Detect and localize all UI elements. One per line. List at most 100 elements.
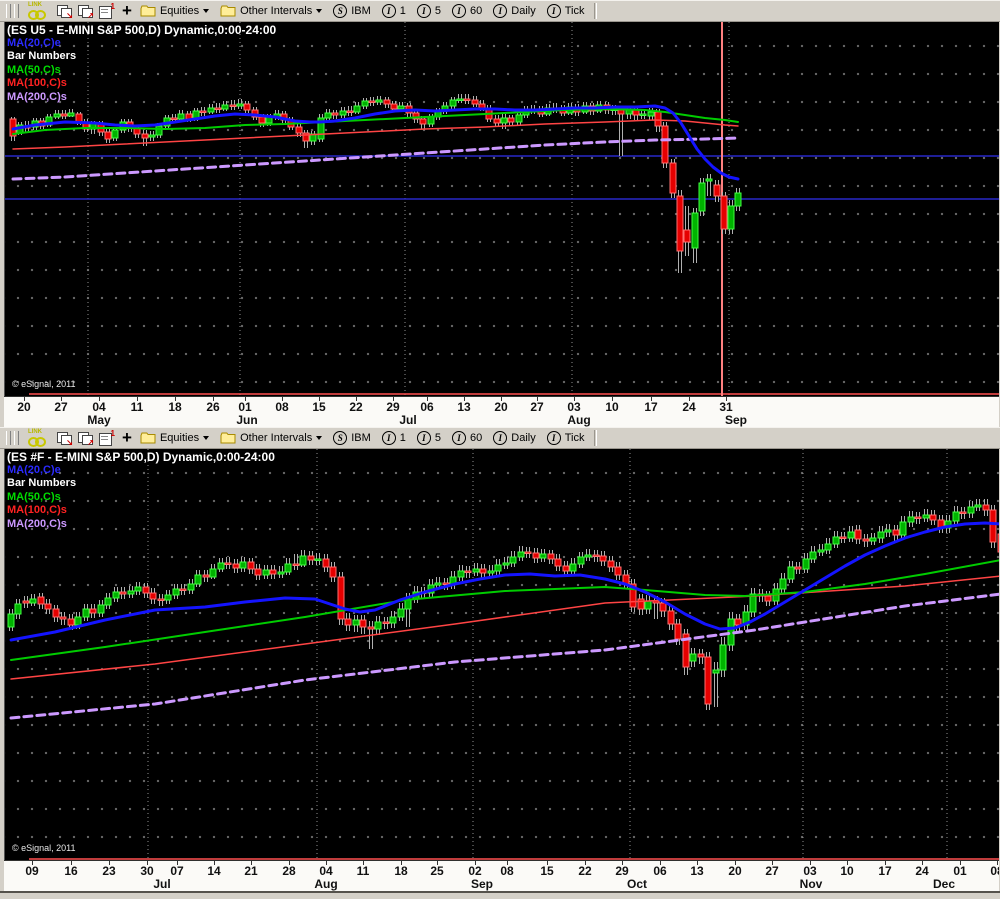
toolbar-bottom: LINK ↘ ↗ 1 + Equities Other Intervals S … bbox=[0, 427, 1000, 449]
axis-day-label: 17 bbox=[644, 400, 658, 414]
axis-day-label: 24 bbox=[915, 864, 929, 878]
candlestick bbox=[389, 611, 397, 628]
candlestick bbox=[368, 97, 376, 106]
properties-icon[interactable]: 1 bbox=[99, 2, 115, 19]
interval-5-button[interactable]: I 5 bbox=[416, 4, 441, 18]
axis-tick bbox=[475, 861, 476, 865]
axis-day-label: 03 bbox=[803, 864, 817, 878]
toolbar-grip[interactable] bbox=[6, 4, 11, 18]
copyright-label: © eSignal, 2011 bbox=[12, 379, 76, 389]
interval-daily-button[interactable]: I Daily bbox=[493, 4, 536, 18]
candlestick bbox=[7, 609, 15, 631]
candlestick bbox=[277, 566, 285, 578]
ma20-line[interactable] bbox=[11, 104, 740, 181]
candlestick bbox=[554, 554, 562, 571]
tile-windows-icon[interactable]: ↘ bbox=[57, 4, 73, 19]
axis-tick bbox=[612, 397, 613, 401]
candlestick bbox=[607, 556, 615, 572]
properties-icon[interactable]: 1 bbox=[99, 429, 115, 446]
other-intervals-dropdown[interactable]: Other Intervals bbox=[220, 432, 323, 444]
axis-tick bbox=[772, 861, 773, 865]
interval-tick-button[interactable]: I Tick bbox=[546, 4, 585, 18]
candlestick bbox=[254, 564, 262, 580]
interval-badge-icon: I bbox=[452, 431, 467, 445]
axis-day-label: 31 bbox=[719, 400, 733, 414]
axis-day-label: 23 bbox=[102, 864, 116, 878]
candlestick bbox=[89, 604, 97, 618]
candlestick bbox=[187, 579, 195, 594]
candlestick bbox=[922, 509, 930, 522]
axis-tick bbox=[319, 397, 320, 401]
price-chart-es-u5[interactable]: (ES U5 - E-MINI S&P 500,D) Dynamic,0:00-… bbox=[4, 22, 999, 396]
candlestick bbox=[862, 534, 870, 547]
axis-tick bbox=[214, 861, 215, 865]
other-intervals-dropdown[interactable]: Other Intervals bbox=[220, 5, 323, 17]
candlestick bbox=[892, 525, 900, 541]
tile-windows-icon[interactable]: ↘ bbox=[57, 431, 73, 446]
toolbar-grip[interactable] bbox=[6, 431, 11, 445]
candlestick bbox=[149, 588, 157, 604]
candlestick bbox=[284, 558, 292, 575]
symbol-label: IBM bbox=[351, 432, 371, 444]
interval-1-button[interactable]: I 1 bbox=[381, 4, 406, 18]
add-icon[interactable]: + bbox=[122, 428, 132, 447]
cascade-windows-icon[interactable]: ↗ bbox=[78, 4, 94, 19]
candlestick bbox=[614, 562, 622, 580]
ma100-line[interactable] bbox=[10, 575, 999, 680]
candlestick bbox=[824, 538, 832, 554]
candlestick bbox=[967, 501, 975, 518]
link-icon[interactable]: LINK bbox=[27, 429, 49, 447]
other-intervals-label: Other Intervals bbox=[240, 432, 313, 444]
candlestick bbox=[44, 599, 52, 614]
chart-canvas[interactable] bbox=[5, 449, 999, 860]
candlestick bbox=[719, 637, 727, 677]
ma200-line[interactable] bbox=[11, 136, 740, 181]
link-icon[interactable]: LINK bbox=[27, 2, 49, 20]
equities-dropdown[interactable]: Equities bbox=[140, 432, 210, 444]
ma100-line[interactable] bbox=[12, 119, 739, 150]
candlestick bbox=[661, 122, 669, 168]
axis-day-label: 15 bbox=[540, 864, 554, 878]
candlestick bbox=[691, 208, 699, 263]
ma50-line[interactable] bbox=[10, 559, 999, 661]
equities-dropdown[interactable]: Equities bbox=[140, 5, 210, 17]
interval-badge-icon: I bbox=[493, 431, 508, 445]
chevron-down-icon bbox=[316, 436, 323, 440]
chart-canvas[interactable] bbox=[5, 22, 999, 396]
candlestick bbox=[817, 544, 825, 556]
toolbar-grip[interactable] bbox=[14, 4, 19, 18]
interval-5-button[interactable]: I 5 bbox=[416, 431, 441, 445]
price-chart-es-f[interactable]: (ES #F - E-MINI S&P 500,D) Dynamic,0:00-… bbox=[4, 449, 999, 860]
candlestick bbox=[199, 107, 207, 116]
interval-60-button[interactable]: I 60 bbox=[452, 4, 482, 18]
interval-60-button[interactable]: I 60 bbox=[452, 431, 482, 445]
toolbar-grip[interactable] bbox=[14, 431, 19, 445]
symbol-button[interactable]: S IBM bbox=[333, 431, 371, 445]
candlestick bbox=[509, 551, 517, 567]
axis-day-label: 02 bbox=[468, 864, 482, 878]
candlestick bbox=[562, 561, 570, 576]
toolbar-top: LINK ↘ ↗ 1 + Equities Other Intervals S … bbox=[0, 0, 1000, 22]
axis-month-label: Nov bbox=[799, 877, 823, 891]
candlestick bbox=[749, 588, 757, 617]
candlestick bbox=[383, 97, 391, 108]
interval-1-button[interactable]: I 1 bbox=[381, 431, 406, 445]
add-icon[interactable]: + bbox=[122, 1, 132, 20]
candlestick bbox=[479, 564, 487, 578]
time-axis: 20 27 04 11 18 26 01 08 15 22 29 06 13 20 27 03 10 17 24 31… bbox=[4, 396, 999, 427]
symbol-button[interactable]: S IBM bbox=[333, 4, 371, 18]
axis-day-label: 06 bbox=[653, 864, 667, 878]
candlestick bbox=[667, 606, 675, 630]
axis-tick bbox=[735, 861, 736, 865]
interval-tick-button[interactable]: I Tick bbox=[546, 431, 585, 445]
candlestick bbox=[507, 115, 515, 126]
axis-day-label: 22 bbox=[349, 400, 363, 414]
axis-day-label: 26 bbox=[206, 400, 220, 414]
cascade-windows-icon[interactable]: ↗ bbox=[78, 431, 94, 446]
ma20-line[interactable] bbox=[9, 521, 999, 642]
legend-item: MA(50,C)s bbox=[7, 490, 61, 503]
axis-tick bbox=[547, 861, 548, 865]
axis-month-label: Dec bbox=[932, 877, 956, 891]
interval-daily-button[interactable]: I Daily bbox=[493, 431, 536, 445]
ma200-line[interactable] bbox=[9, 592, 999, 720]
